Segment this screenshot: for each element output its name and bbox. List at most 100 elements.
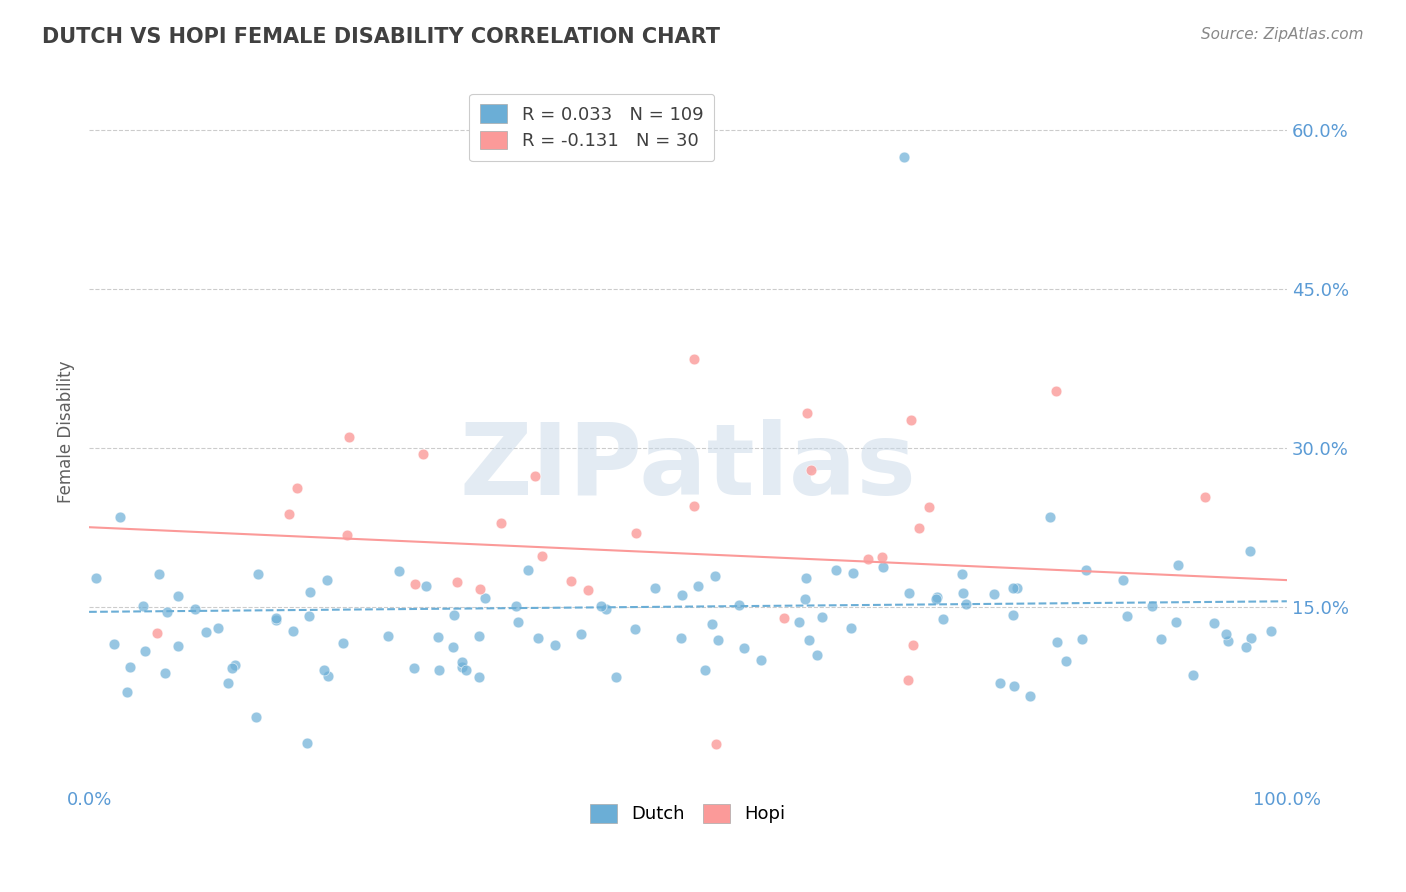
Point: [683, 351, 706, 366]
Point: [932, 612, 955, 626]
Point: [524, 469, 547, 483]
Point: [224, 657, 246, 672]
Point: [336, 528, 359, 542]
Point: [796, 406, 818, 420]
Point: [467, 629, 489, 643]
Point: [1167, 558, 1189, 572]
Point: [108, 510, 131, 524]
Point: [671, 588, 693, 602]
Point: [704, 569, 727, 583]
Point: [824, 563, 846, 577]
Point: [332, 636, 354, 650]
Point: [246, 566, 269, 581]
Point: [811, 610, 834, 624]
Point: [443, 608, 465, 623]
Point: [897, 673, 920, 687]
Point: [870, 550, 893, 565]
Point: [794, 571, 817, 585]
Point: [195, 625, 218, 640]
Point: [669, 631, 692, 645]
Point: [1039, 510, 1062, 524]
Point: [221, 661, 243, 675]
Point: [893, 150, 915, 164]
Point: [1204, 615, 1226, 630]
Point: [1240, 632, 1263, 646]
Point: [1166, 615, 1188, 629]
Point: [299, 585, 322, 599]
Point: [907, 521, 929, 535]
Point: [1046, 635, 1069, 649]
Point: [377, 629, 399, 643]
Point: [1018, 689, 1040, 703]
Point: [749, 653, 772, 667]
Point: [733, 641, 755, 656]
Point: [454, 664, 477, 678]
Point: [489, 516, 512, 530]
Point: [132, 599, 155, 614]
Point: [927, 590, 949, 604]
Point: [1112, 573, 1135, 587]
Point: [591, 599, 613, 613]
Point: [897, 586, 920, 600]
Point: [706, 737, 728, 751]
Point: [120, 659, 142, 673]
Point: [872, 560, 894, 574]
Legend: Dutch, Hopi: Dutch, Hopi: [579, 793, 797, 834]
Point: [148, 567, 170, 582]
Point: [277, 507, 299, 521]
Point: [264, 611, 287, 625]
Point: [1045, 384, 1067, 399]
Point: [217, 676, 239, 690]
Point: [316, 574, 339, 588]
Point: [446, 574, 468, 589]
Y-axis label: Female Disability: Female Disability: [58, 360, 75, 503]
Text: ZIPatlas: ZIPatlas: [460, 419, 917, 516]
Point: [1001, 608, 1024, 623]
Point: [530, 549, 553, 564]
Point: [134, 644, 156, 658]
Point: [184, 602, 207, 616]
Point: [1215, 627, 1237, 641]
Point: [800, 463, 823, 477]
Point: [146, 626, 169, 640]
Point: [806, 648, 828, 662]
Point: [952, 586, 974, 600]
Point: [312, 663, 335, 677]
Point: [950, 566, 973, 581]
Point: [283, 624, 305, 638]
Point: [153, 665, 176, 680]
Point: [1140, 599, 1163, 613]
Point: [797, 632, 820, 647]
Point: [955, 597, 977, 611]
Point: [427, 663, 450, 677]
Point: [605, 670, 627, 684]
Point: [1002, 679, 1025, 693]
Point: [1260, 624, 1282, 639]
Point: [295, 736, 318, 750]
Point: [900, 412, 922, 426]
Point: [505, 599, 527, 613]
Point: [526, 631, 548, 645]
Point: [543, 638, 565, 652]
Point: [624, 622, 647, 636]
Point: [443, 640, 465, 654]
Point: [450, 655, 472, 669]
Point: [1076, 563, 1098, 577]
Point: [298, 609, 321, 624]
Point: [841, 621, 863, 635]
Point: [156, 605, 179, 619]
Point: [1234, 640, 1257, 655]
Point: [560, 574, 582, 588]
Point: [207, 621, 229, 635]
Point: [569, 627, 592, 641]
Point: [728, 598, 751, 612]
Point: [115, 685, 138, 699]
Point: [1194, 490, 1216, 504]
Point: [773, 611, 796, 625]
Point: [644, 581, 666, 595]
Point: [451, 660, 474, 674]
Point: [700, 617, 723, 632]
Point: [1001, 581, 1024, 595]
Text: Source: ZipAtlas.com: Source: ZipAtlas.com: [1201, 27, 1364, 42]
Point: [166, 590, 188, 604]
